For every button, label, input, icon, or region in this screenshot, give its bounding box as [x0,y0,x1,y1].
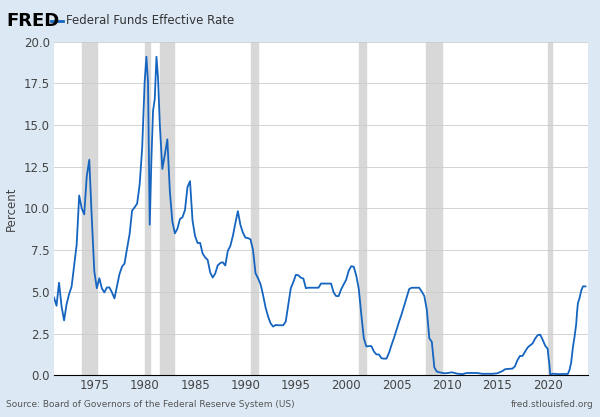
Bar [548,42,552,375]
Text: FRED: FRED [6,12,59,30]
Bar [359,42,365,375]
Text: Federal Funds Effective Rate: Federal Funds Effective Rate [66,14,234,28]
Bar [426,42,442,375]
Text: fred.stlouisfed.org: fred.stlouisfed.org [511,399,594,409]
Bar [82,42,97,375]
Bar [251,42,258,375]
Text: Source: Board of Governors of the Federal Reserve System (US): Source: Board of Governors of the Federa… [6,399,295,409]
Bar [145,42,150,375]
Y-axis label: Percent: Percent [5,186,18,231]
Bar [160,42,174,375]
